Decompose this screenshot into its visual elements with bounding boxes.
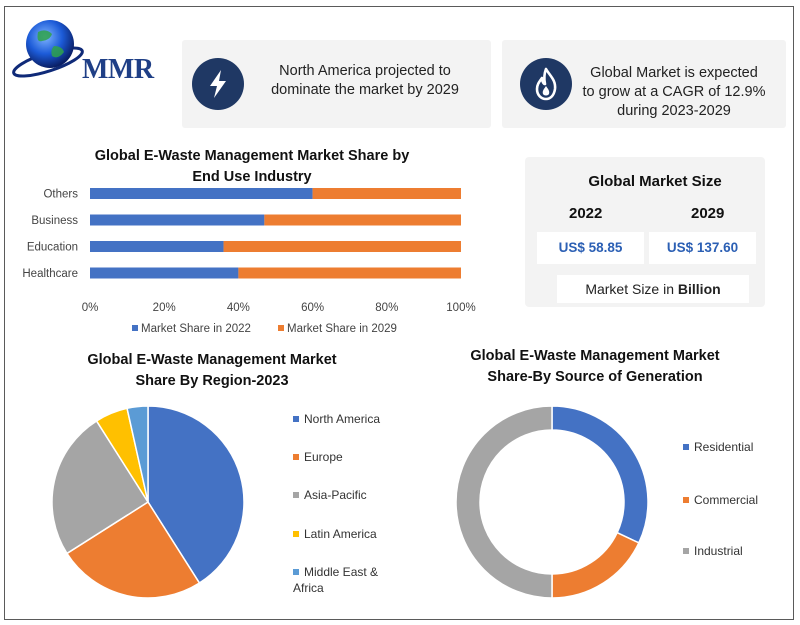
market-size-year-2029: 2029 xyxy=(691,205,725,222)
market-size-value-2029: US$ 137.60 xyxy=(649,232,756,264)
bar-x-tick-label: 100% xyxy=(446,302,475,314)
region-pie-legend-label: Latin America xyxy=(304,527,377,541)
info-card-north-america: North America projected to dominate the … xyxy=(182,40,491,128)
region-pie-legend-item: Middle East & Africa xyxy=(293,564,378,596)
source-donut-slice-commercial xyxy=(551,531,640,599)
market-size-unit-prefix: Market Size in xyxy=(585,281,678,297)
source-donut-legend-swatch xyxy=(683,444,689,450)
source-donut-chart xyxy=(455,405,649,599)
region-pie-legend-label: Europe xyxy=(304,450,343,464)
market-size-unit-bold: Billion xyxy=(677,281,721,297)
info-card-text: Global Market is expected to grow at a C… xyxy=(582,65,766,119)
region-pie-legend-item: Asia-Pacific xyxy=(293,487,367,503)
bar-legend-swatch xyxy=(132,325,138,331)
mmr-logo: MMR xyxy=(10,12,170,85)
bar-x-tick-label: 80% xyxy=(375,302,398,314)
region-pie-legend-swatch xyxy=(293,531,299,537)
region-pie-legend-label: North America xyxy=(304,412,381,426)
flame-icon xyxy=(520,58,572,110)
region-pie-chart xyxy=(51,405,245,599)
region-pie-legend-item: Latin America xyxy=(293,526,377,542)
source-donut-legend-label: Residential xyxy=(694,440,754,454)
region-pie-legend-swatch xyxy=(293,416,299,422)
market-size-title: Global Market Size xyxy=(588,173,722,190)
bar-segment-education-2029 xyxy=(223,241,461,252)
bar-chart-title: Global E-Waste Management Market Share b… xyxy=(52,146,452,188)
bar-segment-others-2029 xyxy=(312,188,461,199)
source-donut-slice-industrial xyxy=(455,405,553,599)
bar-category-label: Education xyxy=(27,242,78,254)
bar-chart-title-line1: Global E-Waste Management Market Share b… xyxy=(94,148,410,164)
source-donut-title-line2: Share-By Source of Generation xyxy=(487,369,703,385)
region-pie-title: Global E-Waste Management Market Share B… xyxy=(42,350,382,392)
region-pie-title-line2: Share By Region-2023 xyxy=(135,373,289,389)
region-pie-slice-europe xyxy=(65,500,201,599)
region-pie-legend-swatch xyxy=(293,492,299,498)
logo-text: MMR xyxy=(82,54,154,85)
region-pie-legend-item: North America xyxy=(293,411,380,427)
bar-x-tick-label: 20% xyxy=(153,302,176,314)
market-size-card: Global Market Size 2022 2029 US$ 58.85 U… xyxy=(525,157,765,307)
bar-segment-education-2022 xyxy=(90,241,224,252)
bar-segment-business-2022 xyxy=(90,214,265,226)
bar-legend-swatch xyxy=(278,325,284,331)
region-pie-legend-swatch xyxy=(293,454,299,460)
source-donut-slice-residential xyxy=(551,405,649,544)
bar-x-tick-label: 60% xyxy=(301,302,324,314)
market-size-unit: Market Size in Billion xyxy=(557,275,749,303)
source-donut-legend-item: Residential xyxy=(683,439,753,455)
region-pie-legend-label: Asia-Pacific xyxy=(304,488,367,502)
market-size-year-2022: 2022 xyxy=(569,205,603,222)
globe-icon xyxy=(12,20,84,78)
bar-legend-label: Market Share in 2029 xyxy=(287,323,397,335)
bar-chart-title-line2: End Use Industry xyxy=(192,169,312,185)
info-card-cagr: Global Market is expected to grow at a C… xyxy=(502,40,786,128)
market-size-value-2022: US$ 58.85 xyxy=(537,232,644,264)
source-donut-legend-swatch xyxy=(683,548,689,554)
source-donut-legend-item: Commercial xyxy=(683,492,758,508)
bar-segment-healthcare-2022 xyxy=(90,267,239,279)
lightning-bolt-icon xyxy=(192,58,244,110)
bar-segment-others-2022 xyxy=(90,188,313,199)
bar-segment-business-2029 xyxy=(264,214,461,226)
region-pie-legend-swatch xyxy=(293,569,299,575)
region-pie-legend-label: Africa xyxy=(293,581,324,595)
region-pie-title-line1: Global E-Waste Management Market xyxy=(87,352,337,368)
region-pie-legend-label: Middle East & xyxy=(304,565,379,579)
region-pie-slice-middle xyxy=(126,405,149,503)
bar-x-tick-label: 40% xyxy=(227,302,250,314)
source-donut-legend-label: Commercial xyxy=(694,493,759,507)
bar-segment-healthcare-2029 xyxy=(238,267,461,279)
source-donut-legend-label: Industrial xyxy=(694,544,743,558)
bar-legend-label: Market Share in 2022 xyxy=(141,323,251,335)
info-card-text: North America projected to dominate the … xyxy=(271,63,459,98)
source-donut-title-line1: Global E-Waste Management Market xyxy=(470,348,720,364)
bar-category-label: Others xyxy=(43,189,78,201)
region-pie-slice-asia-pacific xyxy=(51,419,150,555)
source-donut-title: Global E-Waste Management Market Share-B… xyxy=(430,346,760,388)
bar-category-label: Business xyxy=(31,215,78,227)
source-donut-legend-swatch xyxy=(683,497,689,503)
bar-x-tick-label: 0% xyxy=(82,302,99,314)
end-use-industry-bar-chart: Healthcare Education Business Others 0% 20% 40… xyxy=(22,188,476,335)
bar-category-label: Healthcare xyxy=(22,268,78,280)
region-pie-legend-item: Europe xyxy=(293,449,343,465)
source-donut-legend-item: Industrial xyxy=(683,543,743,559)
